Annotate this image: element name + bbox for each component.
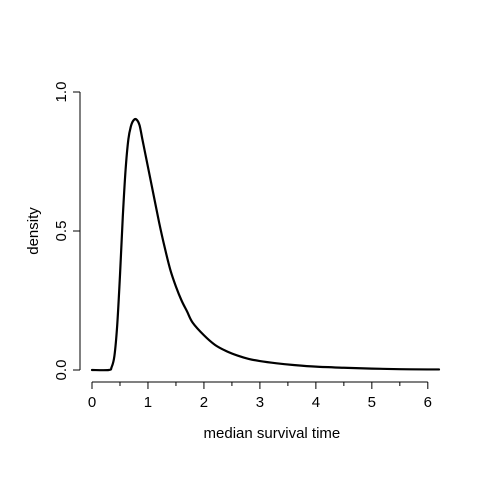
x-tick-label: 6 (424, 394, 432, 411)
y-axis-title: density (25, 207, 42, 255)
y-tick-label: 1.0 (53, 82, 70, 103)
y-tick-label: 0.0 (53, 360, 70, 381)
x-tick-label: 5 (368, 394, 376, 411)
y-tick-label: 0.5 (53, 221, 70, 242)
axes (79, 92, 428, 383)
density-curve (90, 118, 441, 372)
x-tick-label: 2 (200, 394, 208, 411)
x-tick-label: 4 (312, 394, 320, 411)
x-tick-label: 1 (144, 394, 152, 411)
x-tick-label: 3 (256, 394, 264, 411)
ticks: 0 1 2 3 4 5 6 0.0 0.5 1.0 (53, 82, 432, 411)
x-axis-title: median survival time (204, 425, 341, 442)
x-tick-label: 0 (88, 394, 96, 411)
